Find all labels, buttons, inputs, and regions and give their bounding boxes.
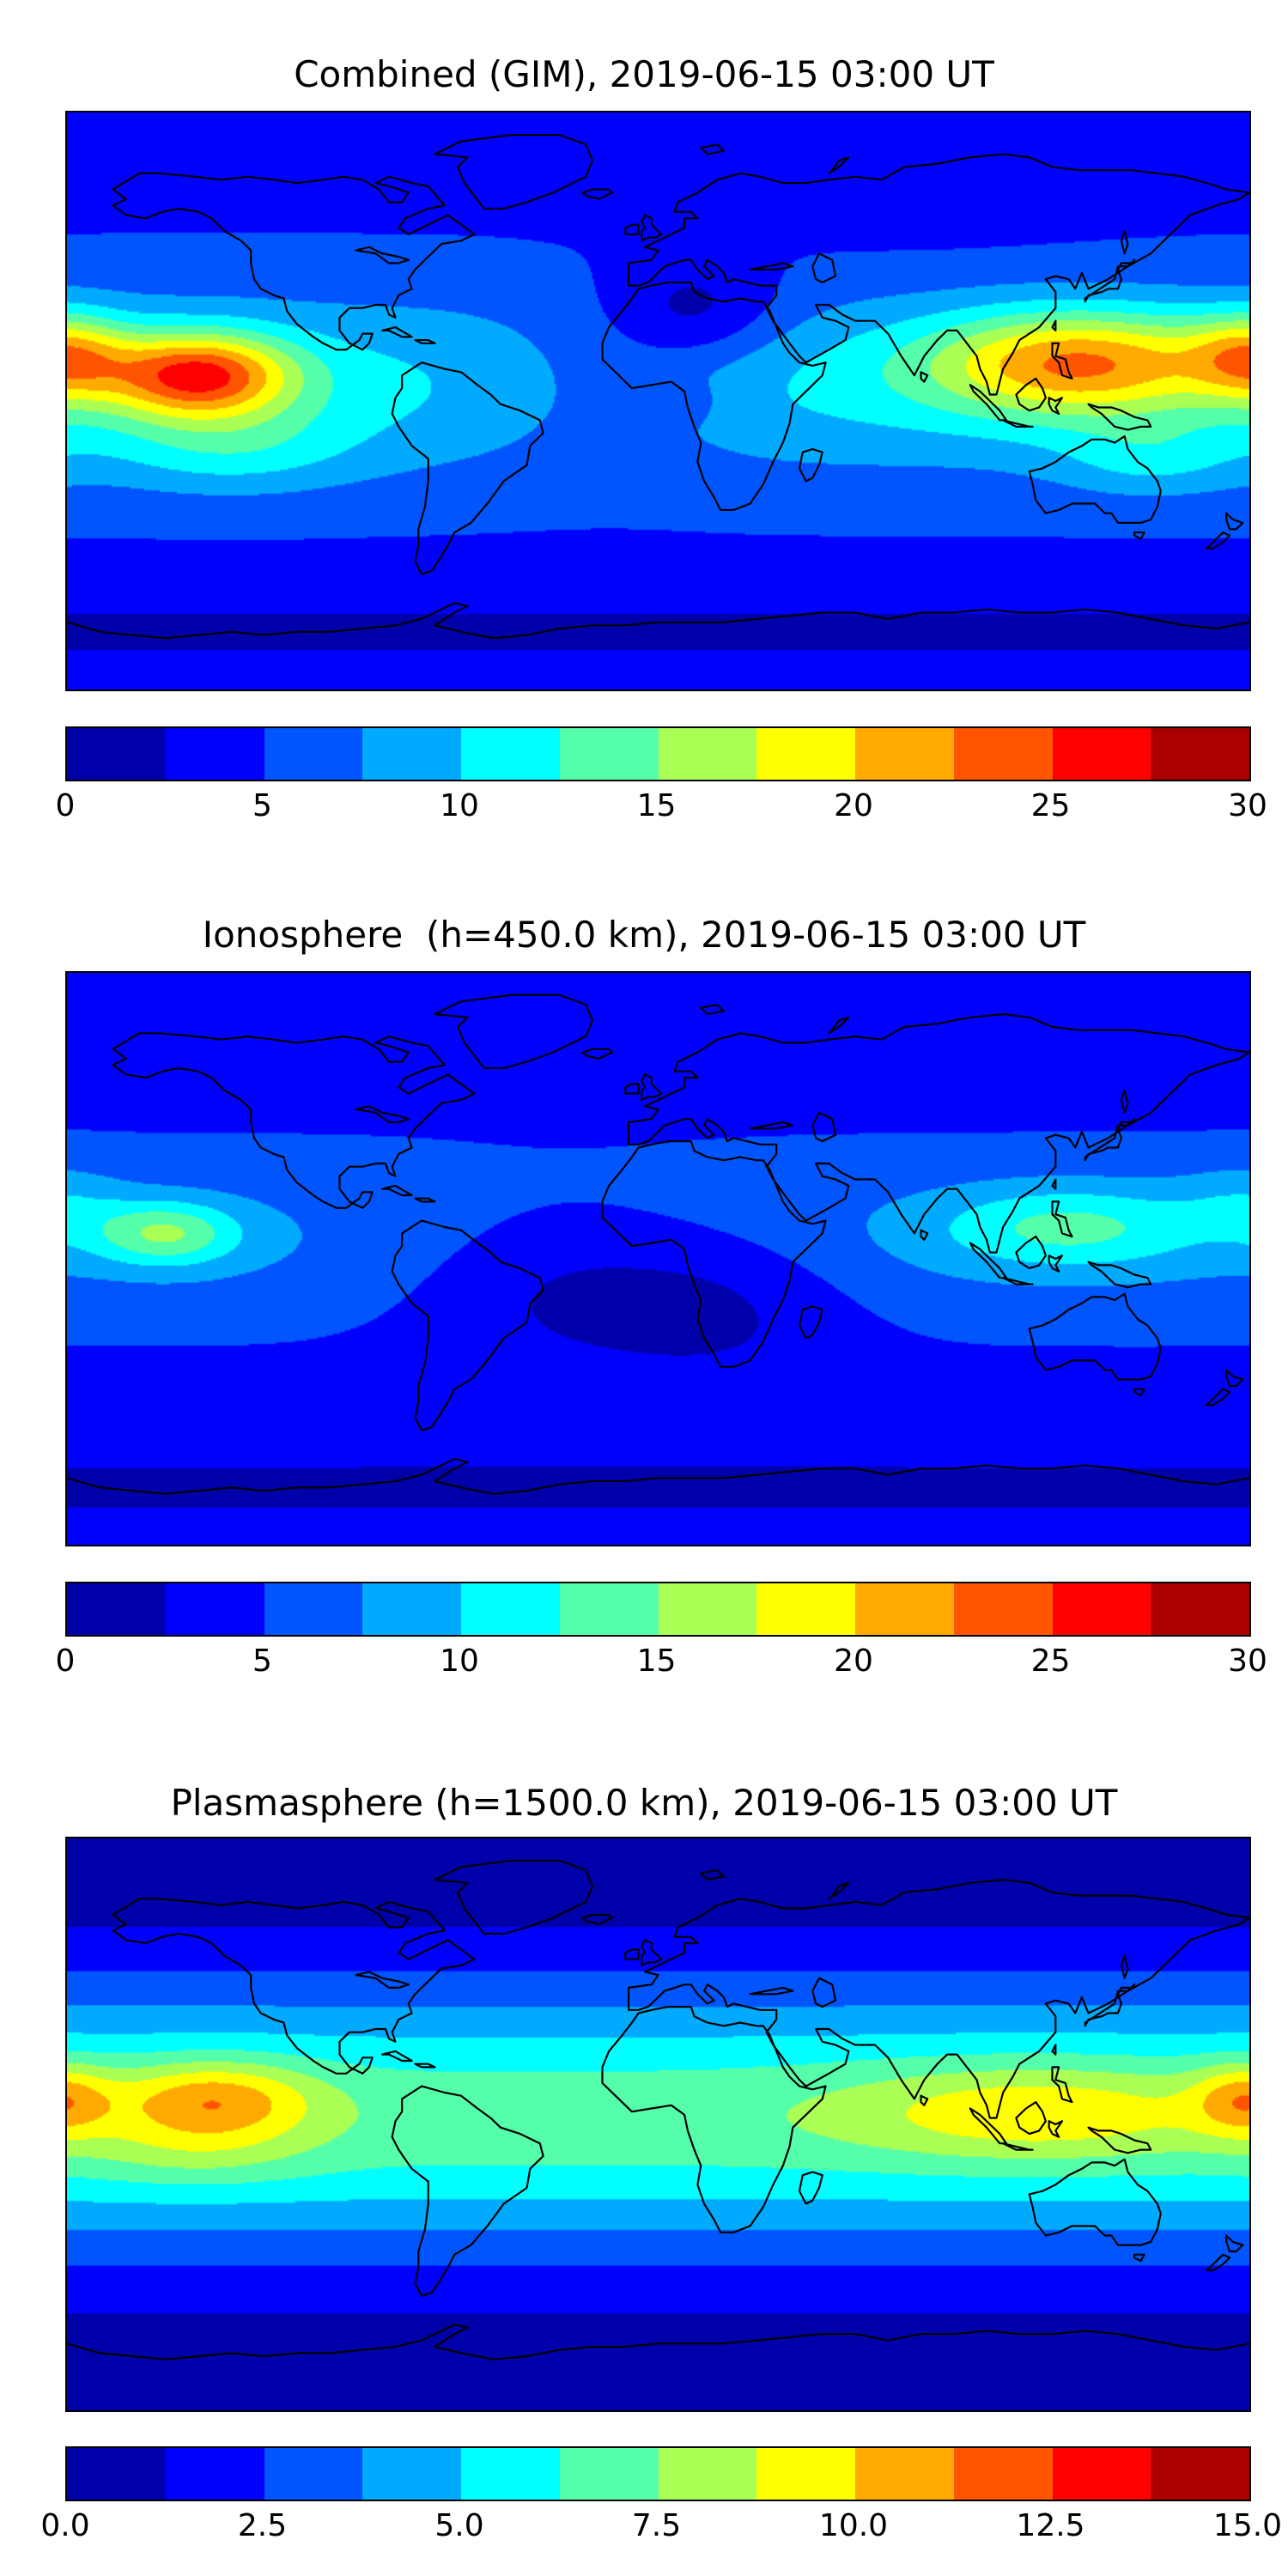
colorbar-segment — [362, 1583, 461, 1635]
colorbar-tick-label: 15 — [636, 1643, 677, 1679]
panel1-coastline-overlay — [67, 112, 1249, 690]
coastline-path — [67, 135, 1249, 638]
colorbar-segment — [1052, 728, 1151, 780]
colorbar-segment — [1052, 2448, 1151, 2500]
panel3-tec-field-canvas — [67, 1838, 1249, 2410]
colorbar-segment — [1151, 1583, 1249, 1635]
colorbar-segment — [67, 728, 166, 780]
coastline-path — [67, 995, 1249, 1494]
panel3-title: Plasmasphere (h=1500.0 km), 2019-06-15 0… — [170, 1782, 1118, 1824]
panel2-map — [65, 971, 1251, 1546]
colorbar-tick-label: 30 — [1228, 788, 1267, 823]
colorbar-segment — [756, 2448, 855, 2500]
colorbar-tick-label: 5.0 — [434, 2508, 484, 2543]
colorbar-tick-label: 25 — [1030, 788, 1071, 823]
colorbar-segment — [165, 1583, 264, 1635]
colorbar-tick-label: 30 — [1228, 1643, 1267, 1679]
panel1-title: Combined (GIM), 2019-06-15 03:00 UT — [294, 53, 994, 95]
colorbar-segment — [658, 1583, 757, 1635]
colorbar-segment — [855, 2448, 954, 2500]
colorbar-segment — [756, 728, 855, 780]
colorbar-segment — [461, 728, 560, 780]
colorbar-tick-label: 20 — [834, 1643, 873, 1679]
colorbar-segment — [756, 1583, 855, 1635]
colorbar-segment — [165, 728, 264, 780]
panel2-colorbar — [65, 1582, 1251, 1637]
colorbar-segment — [67, 1583, 166, 1635]
panel2-tec-field-canvas — [67, 973, 1249, 1545]
colorbar-segment — [855, 1583, 954, 1635]
colorbar-segment — [1052, 1583, 1151, 1635]
colorbar-tick-label: 10.0 — [818, 2508, 889, 2543]
colorbar-tick-label: 10 — [440, 788, 479, 823]
panel2-coastline-overlay — [67, 973, 1249, 1545]
colorbar-segment — [362, 728, 461, 780]
colorbar-tick-label: 5 — [252, 1643, 272, 1679]
colorbar-tick-label: 10 — [440, 1643, 479, 1679]
colorbar-tick-label: 0.0 — [40, 2508, 90, 2543]
panel2-colorbar-ticks: 0 5 10 15 20 25 30 — [56, 1643, 1267, 1683]
colorbar-segment — [953, 2448, 1053, 2500]
colorbar-tick-label: 20 — [834, 788, 873, 823]
colorbar-tick-label: 15 — [636, 788, 677, 823]
colorbar-segment — [461, 1583, 560, 1635]
colorbar-tick-label: 2.5 — [237, 2508, 288, 2543]
colorbar-segment — [953, 1583, 1053, 1635]
colorbar-segment — [264, 728, 363, 780]
colorbar-segment — [855, 728, 954, 780]
colorbar-tick-label: 15.0 — [1212, 2508, 1283, 2543]
panel3-colorbar-ticks: 0.0 2.5 5.0 7.5 10.0 12.5 15.0 — [40, 2508, 1282, 2548]
colorbar-segment — [362, 2448, 461, 2500]
panel3-map — [65, 1837, 1251, 2412]
colorbar-segment — [264, 2448, 363, 2500]
colorbar-segment — [559, 728, 659, 780]
coastline-path — [67, 1861, 1249, 2360]
colorbar-tick-label: 12.5 — [1016, 2508, 1085, 2543]
panel1-map — [65, 111, 1251, 691]
panel1-colorbar — [65, 726, 1251, 781]
panel1-colorbar-ticks: 0 5 10 15 20 25 30 — [56, 788, 1267, 828]
panel3-coastline-overlay — [67, 1838, 1249, 2410]
colorbar-tick-label: 0 — [55, 788, 76, 823]
colorbar-tick-label: 7.5 — [631, 2508, 682, 2543]
colorbar-segment — [559, 1583, 659, 1635]
colorbar-tick-label: 25 — [1030, 1643, 1071, 1679]
colorbar-segment — [67, 2448, 166, 2500]
panel2-title: Ionosphere (h=450.0 km), 2019-06-15 03:0… — [202, 914, 1086, 956]
colorbar-segment — [264, 1583, 363, 1635]
colorbar-segment — [1151, 728, 1249, 780]
colorbar-segment — [658, 728, 757, 780]
colorbar-segment — [1151, 2448, 1249, 2500]
colorbar-segment — [461, 2448, 560, 2500]
colorbar-segment — [953, 728, 1053, 780]
colorbar-tick-label: 5 — [252, 788, 272, 823]
panel3-colorbar — [65, 2446, 1251, 2501]
colorbar-tick-label: 0 — [55, 1643, 76, 1679]
colorbar-segment — [559, 2448, 659, 2500]
colorbar-segment — [658, 2448, 757, 2500]
colorbar-segment — [165, 2448, 264, 2500]
panel1-tec-field-canvas — [67, 112, 1249, 690]
